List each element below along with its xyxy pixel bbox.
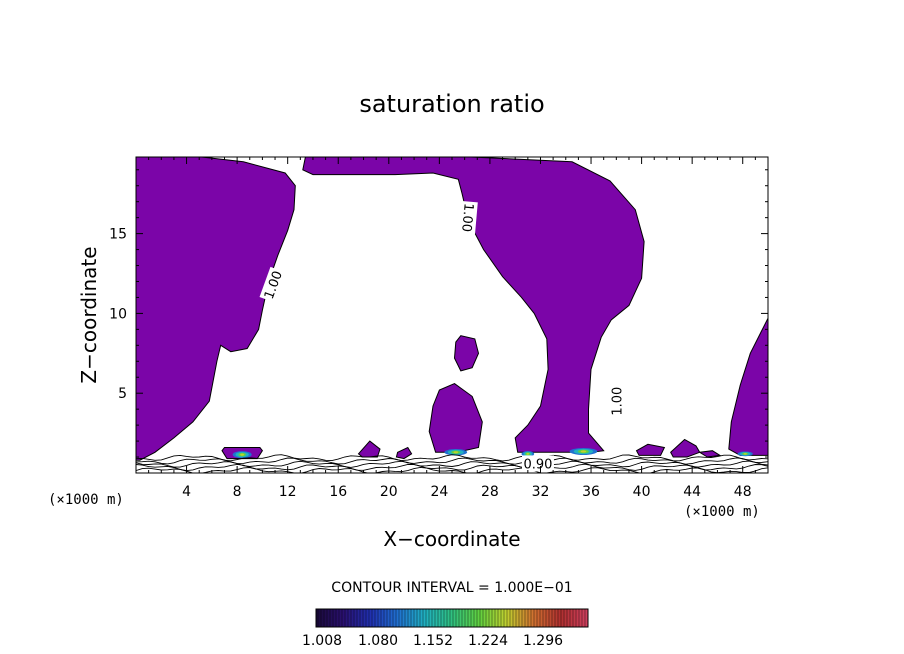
contour-label-3: 0.90 [523, 457, 552, 472]
colorbar-stripes [317, 609, 586, 627]
x-tick-label-24: 24 [430, 484, 448, 500]
x-tick-label-4: 4 [182, 484, 191, 500]
contour-label-1: 1.00 [458, 202, 475, 232]
x-tick-label-40: 40 [633, 484, 651, 500]
x-axis-label: X−coordinate [383, 527, 520, 551]
ground-line-3 [136, 457, 768, 465]
region-patch-18 [357, 440, 381, 458]
region-blob-25 [428, 383, 483, 453]
colorbar-label-4: 1.296 [523, 633, 563, 649]
y-tick-label-5: 5 [118, 386, 127, 402]
x-tick-label-8: 8 [233, 484, 242, 500]
colorbar-label-0: 1.008 [302, 633, 342, 649]
x-axis: 4 8 12 16 20 24 28 32 36 40 44 48 [148, 157, 756, 500]
y-tick-label-15: 15 [109, 227, 127, 243]
y-tick-label-10: 10 [109, 306, 127, 322]
supersaturated-regions [136, 157, 768, 461]
region-left-column [136, 157, 296, 461]
contour-label-bg-0 [259, 266, 286, 303]
colorbar-label-1: 1.080 [358, 633, 398, 649]
colorbar-label-2: 1.152 [413, 633, 453, 649]
region-patch-39 [635, 443, 666, 456]
x-unit-right: (×1000 m) [684, 504, 760, 520]
x-tick-label-48: 48 [734, 484, 752, 500]
spot-4-core [743, 453, 747, 455]
x-tick-label-16: 16 [329, 484, 347, 500]
x-tick-label-44: 44 [683, 484, 701, 500]
region-patch-45 [698, 450, 722, 458]
spot-3-core [526, 452, 530, 455]
spot-1-core [453, 451, 459, 454]
x-tick-label-12: 12 [279, 484, 297, 500]
contour-interval-text: CONTOUR INTERVAL = 1.000E−01 [331, 580, 572, 596]
y-axis: 5 10 15 [109, 169, 768, 458]
ground-line-2 [136, 460, 768, 468]
spot-2-core [580, 450, 587, 453]
high-value-spots [232, 447, 753, 459]
ground-line-4 [136, 454, 768, 462]
chart-title: saturation ratio [359, 90, 544, 118]
colorbar-label-3: 1.224 [468, 633, 508, 649]
region-patch-21 [395, 446, 413, 460]
region-patch-43 [670, 438, 701, 458]
colorbar: 1.008 1.080 1.152 1.224 1.296 [302, 608, 589, 649]
region-blob-26 [453, 335, 480, 372]
x-tick-label-32: 32 [532, 484, 550, 500]
colorbar-labels: 1.008 1.080 1.152 1.224 1.296 [302, 633, 563, 649]
x-tick-label-28: 28 [481, 484, 499, 500]
x-tick-label-36: 36 [582, 484, 600, 500]
contour-label-bg-1 [459, 201, 478, 235]
x-unit-left: (×1000 m) [48, 492, 124, 508]
contour-label-2: 1.00 [610, 387, 625, 416]
ground-line-1 [136, 463, 768, 472]
region-right-column [728, 317, 768, 456]
x-tick-label-20: 20 [380, 484, 398, 500]
y-axis-label: Z−coordinate [77, 246, 101, 383]
contour-label-bg-3 [521, 455, 554, 472]
spot-0-core [240, 453, 245, 456]
contour-label-bg-2 [608, 385, 625, 418]
